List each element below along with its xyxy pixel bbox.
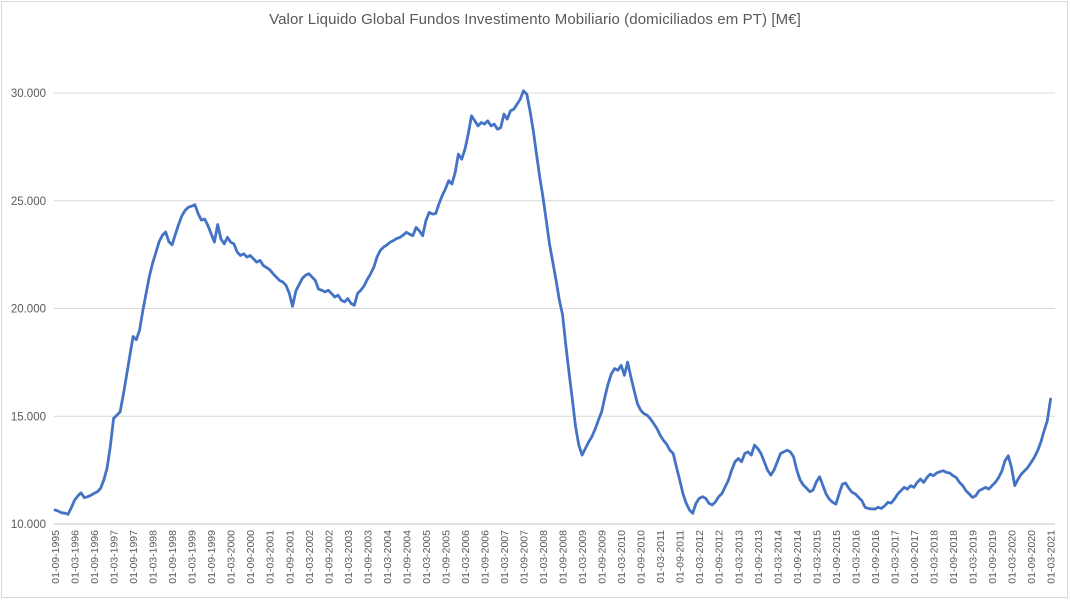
x-tick-label: 01-09-2003 — [362, 530, 374, 584]
x-tick-label: 01-03-1998 — [148, 530, 160, 584]
x-tick-label: 01-09-2013 — [753, 530, 765, 584]
x-tick-label: 01-03-1997 — [109, 530, 121, 584]
x-tick-label: 01-09-2019 — [987, 530, 999, 584]
x-tick-label: 01-03-2007 — [499, 530, 511, 584]
x-tick-label: 01-09-1999 — [206, 530, 218, 584]
x-tick-label: 01-09-1995 — [50, 530, 62, 584]
x-tick-label: 01-09-2005 — [440, 530, 452, 584]
x-tick-label: 01-09-2014 — [792, 530, 804, 584]
data-line-series — [53, 89, 1052, 516]
x-tick-label: 01-09-1996 — [89, 530, 101, 584]
x-tick-label: 01-03-2004 — [382, 530, 394, 584]
chart-title: Valor Liquido Global Fundos Investimento… — [269, 11, 801, 28]
x-tick-label: 01-09-2016 — [870, 530, 882, 584]
x-tick-label: 01-09-2015 — [831, 530, 843, 584]
x-tick-label: 01-03-2011 — [655, 530, 667, 583]
x-tick-label: 01-09-2006 — [479, 530, 491, 584]
x-tick-label: 01-09-2012 — [714, 530, 726, 584]
x-tick-label: 01-03-2000 — [226, 530, 238, 584]
x-tick-label: 01-09-2007 — [519, 530, 531, 584]
y-tick-label: 25.000 — [11, 196, 46, 208]
x-tick-label: 01-09-2010 — [636, 530, 648, 584]
x-tick-label: 01-03-2006 — [460, 530, 472, 584]
y-tick-label: 30.000 — [11, 88, 46, 100]
x-tick-label: 01-09-1998 — [167, 530, 179, 584]
x-tick-label: 01-09-2009 — [597, 530, 609, 584]
x-tick-label: 01-03-1999 — [187, 530, 199, 584]
x-tick-label: 01-03-2009 — [577, 530, 589, 584]
x-tick-label: 01-03-2008 — [538, 530, 550, 584]
x-tick-label: 01-03-2019 — [968, 530, 980, 584]
x-tick-label: 01-03-2001 — [265, 530, 277, 584]
x-tick-label: 01-09-2001 — [284, 530, 296, 584]
x-tick-label: 01-03-2020 — [1007, 530, 1019, 584]
x-tick-label: 01-09-2020 — [1026, 530, 1038, 584]
x-tick-label: 01-03-2012 — [694, 530, 706, 584]
y-tick-label: 15.000 — [11, 411, 46, 423]
x-tick-label: 01-03-2015 — [811, 530, 823, 584]
x-tick-label: 01-09-2002 — [323, 530, 335, 584]
x-tick-label: 01-03-2014 — [772, 530, 784, 584]
x-tick-label: 01-03-2017 — [889, 530, 901, 584]
y-tick-label: 20.000 — [11, 304, 46, 316]
x-tick-label: 01-09-1997 — [128, 530, 140, 584]
y-tick-label: 10.000 — [11, 519, 46, 531]
x-tick-label: 01-09-2008 — [558, 530, 570, 584]
x-tick-label: 01-09-2000 — [245, 530, 257, 584]
x-tick-label: 01-09-2004 — [401, 530, 413, 584]
x-tick-label: 01-03-2013 — [733, 530, 745, 584]
x-tick-label: 01-03-2021 — [1046, 530, 1058, 584]
x-tick-label: 01-03-2018 — [928, 530, 940, 584]
x-tick-label: 01-03-2003 — [343, 530, 355, 584]
x-tick-label: 01-09-2011 — [675, 530, 687, 583]
x-tick-label: 01-03-2010 — [616, 530, 628, 584]
x-tick-label: 01-03-2016 — [850, 530, 862, 584]
x-tick-label: 01-03-2005 — [421, 530, 433, 584]
x-tick-label: 01-03-1996 — [70, 530, 82, 584]
x-tick-label: 01-09-2017 — [909, 530, 921, 584]
x-tick-label: 01-09-2018 — [948, 530, 960, 584]
x-tick-label: 01-03-2002 — [304, 530, 316, 584]
